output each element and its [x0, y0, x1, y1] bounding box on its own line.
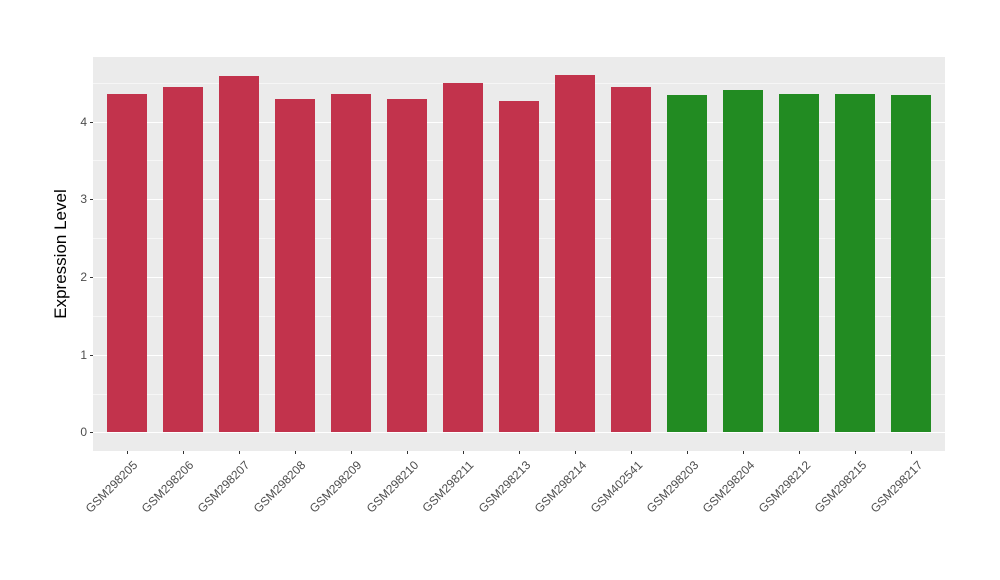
x-tick-label: GSM298203 [643, 458, 702, 516]
bar [442, 83, 483, 433]
y-axis-tick [90, 276, 93, 278]
x-tick-label: GSM402541 [587, 458, 646, 516]
bar [779, 94, 820, 433]
bar [386, 99, 427, 433]
x-axis-tick [462, 451, 464, 454]
x-tick-label: GSM298215 [811, 458, 870, 516]
gridline-major [93, 432, 945, 434]
x-tick-label: GSM298211 [419, 458, 477, 515]
x-tick-label: GSM298206 [139, 458, 197, 516]
bar [667, 95, 708, 433]
x-tick-label: GSM298217 [867, 458, 926, 516]
x-tick-label: GSM298207 [195, 458, 253, 516]
y-axis-tick [90, 199, 93, 201]
y-tick-label: 3 [80, 192, 87, 207]
x-axis-tick [631, 451, 633, 454]
y-tick-label: 0 [80, 425, 87, 440]
bar [891, 95, 932, 433]
bar [723, 90, 764, 433]
x-axis-tick [350, 451, 352, 454]
x-axis-tick [687, 451, 689, 454]
x-tick-label: GSM298210 [363, 458, 421, 516]
x-tick-label: GSM298205 [82, 458, 141, 516]
x-axis-tick [743, 451, 745, 454]
x-axis-tick [575, 451, 577, 454]
x-axis-tick [519, 451, 520, 454]
bar [106, 94, 147, 433]
bar [835, 94, 876, 433]
y-axis-title: Expression Level [51, 189, 70, 319]
x-axis-tick [238, 451, 240, 454]
gridline-minor [93, 82, 945, 84]
x-tick-label: GSM298208 [251, 458, 309, 516]
x-axis-tick [182, 451, 184, 454]
bar [555, 74, 596, 433]
x-axis-tick [126, 451, 128, 454]
plot-panel [93, 57, 945, 451]
x-tick-label: GSM298209 [307, 458, 365, 516]
x-tick-label: GSM298212 [755, 458, 814, 516]
x-axis-tick [911, 451, 913, 454]
bar [611, 87, 652, 433]
bar [162, 86, 203, 433]
bar [274, 99, 315, 433]
bar [330, 94, 371, 433]
y-axis-tick [90, 354, 93, 356]
bar [499, 100, 539, 433]
x-tick-label: GSM298214 [531, 458, 590, 516]
x-axis-tick [855, 451, 857, 454]
y-axis-tick [90, 432, 93, 434]
x-tick-label: GSM298213 [475, 458, 533, 516]
bar [218, 76, 259, 433]
x-axis-tick [406, 451, 408, 454]
y-tick-label: 2 [80, 269, 87, 284]
x-axis-tick [799, 451, 801, 454]
y-axis-tick [90, 121, 93, 123]
x-tick-label: GSM298204 [699, 458, 758, 516]
x-axis-tick [294, 451, 296, 454]
y-tick-label: 1 [80, 347, 87, 362]
y-tick-label: 4 [80, 114, 87, 129]
